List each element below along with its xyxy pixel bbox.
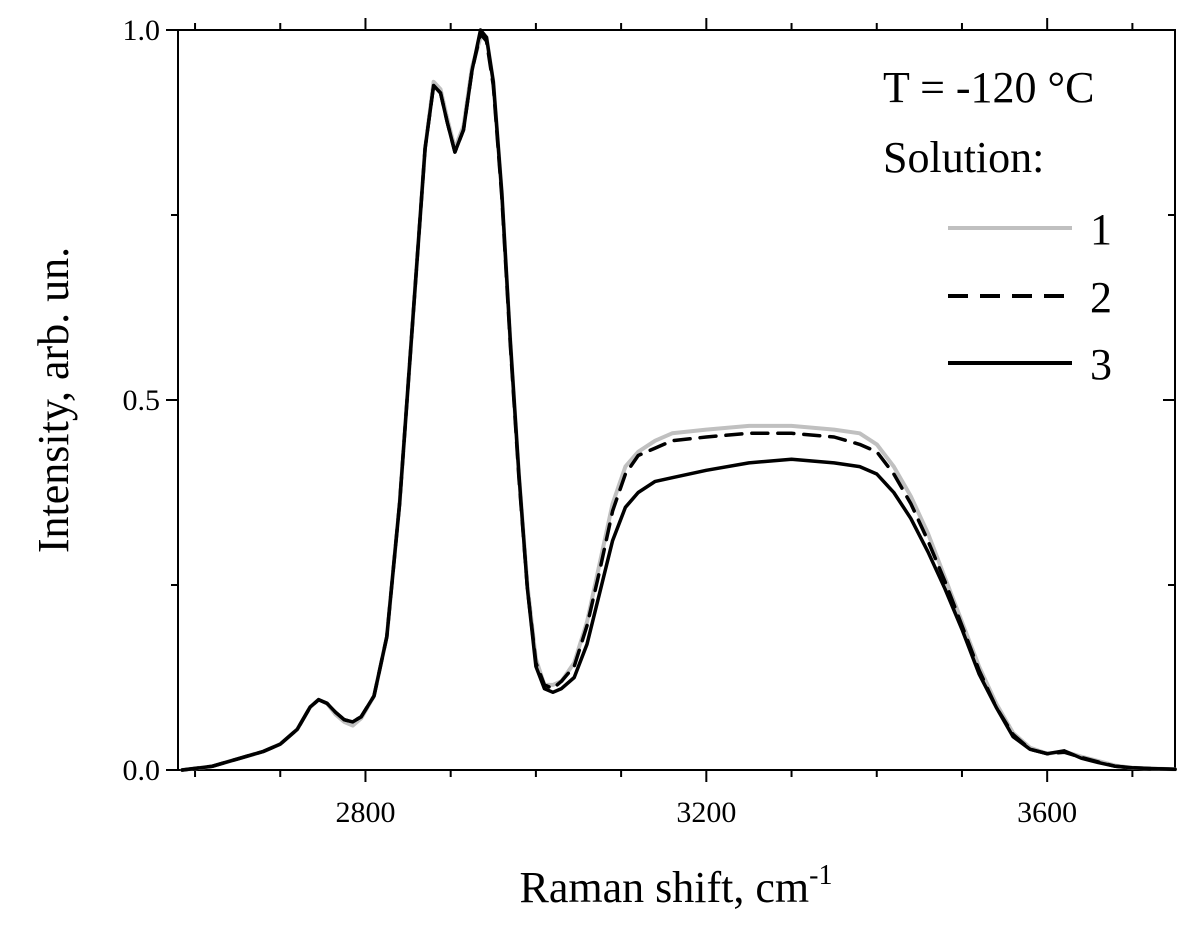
legend-label-3: 3	[1090, 340, 1112, 389]
y-tick-label: 0.0	[123, 754, 161, 787]
legend-label-1: 1	[1090, 205, 1112, 254]
x-axis-ticks: 2800 3200 3600	[194, 18, 1134, 829]
x-tick-label: 3200	[676, 796, 736, 829]
legend-label-2: 2	[1090, 273, 1112, 322]
x-tick-label: 3600	[1017, 796, 1077, 829]
y-tick-label: 1.0	[123, 14, 161, 47]
temperature-annotation: T = -120 °C	[883, 63, 1095, 112]
y-axis-ticks: 0.0 0.5 1.0	[123, 14, 1175, 787]
x-tick-label: 2800	[335, 796, 395, 829]
series-layer	[180, 28, 1177, 772]
x-axis-title-superscript: -1	[809, 860, 832, 891]
series-line-3	[180, 28, 1177, 772]
x-axis-title-text: Raman shift, cm	[520, 863, 810, 912]
x-axis-title: Raman shift, cm-1	[520, 860, 833, 912]
legend: 1 2 3	[948, 205, 1112, 389]
y-tick-label: 0.5	[123, 384, 161, 417]
y-axis-title: Intensity, arb. un.	[29, 247, 78, 553]
solution-annotation: Solution:	[883, 133, 1044, 182]
